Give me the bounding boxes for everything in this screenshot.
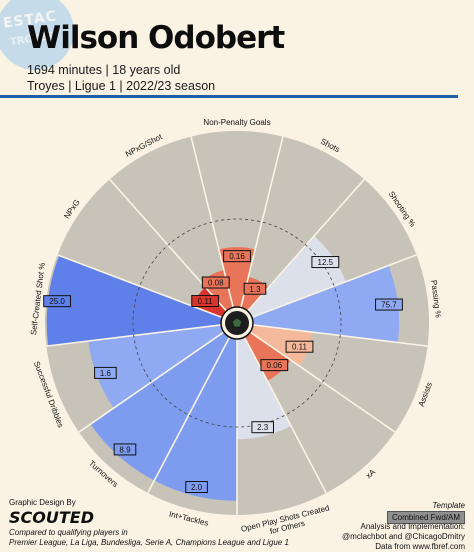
comparison-note-line2: Premier League, La Liga, Bundesliga, Ser… [9, 538, 289, 547]
metric-label-line: Assists [417, 381, 434, 408]
analysis-credit: Analysis and Implementation: @mclachbot … [342, 522, 465, 552]
separator-line-6 [243, 336, 327, 494]
separator-line-9 [78, 331, 225, 433]
background-wedge-xa [244, 332, 396, 494]
value-box-self-created-shot [43, 295, 71, 308]
separator-line-3 [251, 254, 417, 319]
reference-circle [132, 218, 342, 428]
background-wedge-npxg-shot [109, 136, 234, 312]
analysis-credit-line2: @mclachbot and @ChicagoDmitry [342, 532, 465, 541]
value-label-xa: 0.06 [267, 361, 283, 370]
value-label-passing: 75.7 [381, 301, 397, 310]
metric-label-passing: Passing % [429, 280, 442, 319]
header-divider [0, 95, 458, 98]
comparison-note-line1: Compared to qualifying players in [9, 528, 128, 537]
bar-self-created-shot [46, 255, 223, 346]
value-box-int-tackles [185, 481, 208, 494]
value-label-open-play-shots-created-for-others: 2.3 [257, 423, 269, 432]
value-box-open-play-shots-created-for-others [251, 421, 274, 434]
center-ball-patch [232, 318, 242, 327]
separator-line-8 [147, 336, 231, 494]
template-badge: Combined Fwd/AM [386, 511, 465, 524]
bar-passing [251, 265, 400, 343]
value-box-npxg [191, 295, 220, 308]
background-wedge-non-penalty-goals [191, 131, 283, 308]
value-label-npxg-shot: 0.08 [208, 279, 224, 288]
background-wedge-shots [240, 136, 365, 312]
value-box-assists [285, 340, 314, 353]
background-wedge-npxg [57, 179, 227, 318]
bar-open-play-shots-created-for-others [237, 337, 292, 440]
value-box-xa [260, 359, 289, 372]
separator-line-1 [240, 136, 284, 308]
metric-label-line: xA [364, 467, 377, 480]
bar-turnovers [90, 332, 230, 481]
value-box-turnovers [113, 443, 137, 456]
metric-label-line: Passing % [429, 280, 442, 319]
value-box-non-penalty-goals [223, 250, 251, 263]
value-box-shots [243, 282, 267, 295]
analysis-credit-line1: Analysis and Implementation: [360, 522, 466, 531]
scouted-logo: SCOUTED [9, 508, 94, 527]
value-label-self-created-shot: 25.0 [49, 297, 65, 306]
value-label-successful-dribbles: 1.6 [100, 369, 112, 378]
design-credit: Graphic Design By [9, 498, 76, 507]
data-source-line: Data from www.fbref.com [375, 542, 465, 551]
metric-label-line: Non-Penalty Goals [203, 118, 270, 127]
metric-label-non-penalty-goals: Non-Penalty Goals [203, 118, 270, 127]
metric-label-assists: Assists [417, 381, 434, 408]
player-name-title: Wilson Odobert [27, 20, 285, 56]
value-label-int-tackles: 2.0 [191, 483, 203, 492]
value-box-npxg-shot [201, 276, 230, 289]
metric-label-xa: xA [364, 467, 377, 480]
value-label-assists: 0.11 [292, 343, 308, 352]
value-label-shooting: 12.5 [318, 258, 334, 267]
club-logo: ESTAC TROYES [0, 0, 74, 70]
bar-int-tackles [154, 337, 237, 501]
value-label-shots: 1.3 [249, 285, 261, 294]
value-label-non-penalty-goals: 0.16 [229, 252, 245, 261]
minutes-age-line: 1694 minutes | 18 years old [27, 63, 181, 77]
comparison-note: Compared to qualifying players in Premie… [9, 528, 289, 548]
team-league-season-line: Troyes | Ligue 1 | 2022/23 season [27, 79, 216, 93]
bar-non-penalty-goals [218, 247, 256, 308]
value-box-shooting [311, 256, 340, 269]
bar-successful-dribbles [88, 324, 224, 409]
metric-label-line: Int+Tackles [168, 509, 209, 527]
value-box-passing [375, 298, 403, 311]
metric-label-int-tackles: Int+Tackles [168, 509, 209, 527]
bar-assists [250, 324, 313, 367]
template-label: Template [432, 501, 465, 510]
value-label-turnovers: 8.9 [119, 445, 131, 454]
value-box-successful-dribbles [94, 366, 117, 379]
value-label-npxg: 0.11 [198, 297, 214, 306]
